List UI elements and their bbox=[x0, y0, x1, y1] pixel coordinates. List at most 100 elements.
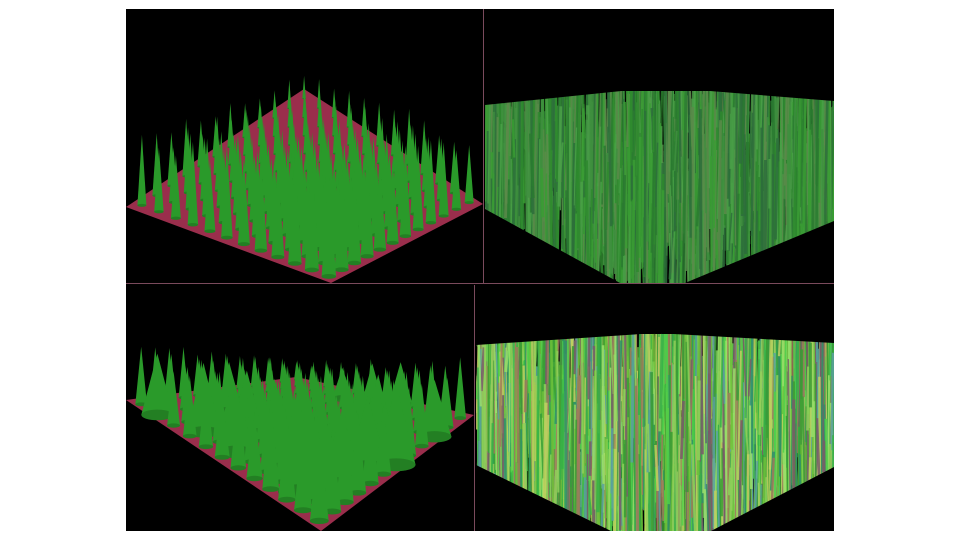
cone bbox=[464, 144, 474, 203]
grass-blade bbox=[677, 222, 681, 263]
shadow-corner bbox=[711, 467, 834, 531]
cone-base bbox=[237, 242, 250, 247]
grass-blade bbox=[523, 379, 528, 413]
grass-blade bbox=[792, 90, 797, 208]
grass-blade bbox=[703, 90, 707, 214]
grass-blade bbox=[743, 382, 745, 531]
cone bbox=[170, 155, 181, 219]
cone-base bbox=[167, 423, 181, 428]
grass-blade bbox=[597, 181, 602, 283]
cone bbox=[454, 357, 467, 419]
grass-blade bbox=[690, 444, 697, 531]
grass-blade bbox=[776, 333, 783, 477]
grass-blade bbox=[727, 467, 733, 496]
grass-blade bbox=[774, 138, 780, 240]
cone-base bbox=[373, 247, 387, 252]
cone-base bbox=[221, 235, 233, 240]
grass-blade bbox=[536, 333, 540, 504]
grass-blade bbox=[493, 333, 498, 486]
cone-base bbox=[293, 507, 313, 514]
grass-blade bbox=[665, 90, 672, 195]
cone bbox=[154, 147, 164, 212]
vertical-divider-top bbox=[483, 9, 484, 283]
grass-blade bbox=[695, 178, 702, 227]
grass-blade bbox=[643, 110, 647, 276]
cone-base bbox=[254, 248, 268, 253]
viewport-bottom-left[interactable] bbox=[126, 285, 474, 531]
cone bbox=[254, 154, 268, 251]
grass-blade bbox=[719, 135, 725, 283]
cone bbox=[336, 410, 354, 503]
grass-blade bbox=[572, 340, 577, 375]
grass-blade bbox=[671, 340, 676, 531]
grass-blade bbox=[719, 333, 724, 428]
grass-blade bbox=[720, 448, 724, 517]
cone-base bbox=[414, 443, 429, 449]
cone-base bbox=[154, 210, 164, 214]
cone bbox=[417, 379, 452, 437]
grass-blade bbox=[504, 90, 510, 219]
grass-blade bbox=[573, 90, 577, 143]
grass-blade bbox=[573, 127, 578, 206]
grass-blade bbox=[638, 136, 642, 258]
grass-blade bbox=[577, 147, 582, 283]
grass-blade bbox=[653, 90, 658, 236]
grass-blade bbox=[638, 454, 642, 531]
grass-blade bbox=[717, 120, 723, 283]
grass-blade bbox=[726, 392, 731, 523]
grass-blade bbox=[597, 90, 601, 283]
grass-blade bbox=[499, 333, 503, 447]
cone bbox=[237, 158, 250, 245]
viewport-top-right[interactable] bbox=[485, 9, 834, 283]
grass-blade bbox=[634, 333, 637, 386]
cone-base bbox=[271, 254, 285, 260]
grass-blade bbox=[500, 90, 504, 228]
grass-blade bbox=[702, 333, 705, 414]
cone-base bbox=[246, 475, 263, 482]
cone-base bbox=[438, 214, 449, 218]
cone bbox=[438, 142, 449, 217]
grass-blade bbox=[479, 347, 486, 392]
cone bbox=[293, 431, 313, 511]
grass-blade bbox=[554, 90, 559, 182]
grass-blade bbox=[761, 159, 767, 268]
viewport-bottom-right[interactable] bbox=[476, 285, 834, 531]
grass-blade bbox=[613, 333, 617, 435]
grass-blade bbox=[661, 333, 666, 435]
vertical-divider-bottom bbox=[474, 285, 475, 531]
grass-blade bbox=[532, 90, 537, 253]
cone-base bbox=[137, 203, 147, 207]
grass-blade bbox=[687, 90, 693, 238]
grass-blade bbox=[727, 204, 732, 264]
grass-blade bbox=[617, 333, 622, 530]
grass-blade bbox=[749, 111, 753, 248]
cone bbox=[271, 169, 285, 258]
cone-base bbox=[425, 220, 437, 225]
grass-blade bbox=[782, 333, 787, 453]
grass-blade bbox=[589, 90, 594, 208]
cone bbox=[204, 159, 216, 232]
grass-blade bbox=[824, 418, 829, 471]
grass-blade bbox=[616, 333, 620, 453]
cone bbox=[321, 175, 337, 277]
grass-blade bbox=[613, 229, 617, 274]
grass-blade bbox=[498, 123, 503, 235]
grass-blade bbox=[587, 333, 591, 400]
cone bbox=[412, 145, 424, 230]
grass-blade bbox=[515, 90, 518, 237]
grass-blade bbox=[546, 134, 551, 263]
grass-blade bbox=[567, 397, 571, 433]
grass-blade bbox=[556, 351, 560, 493]
sky bbox=[476, 285, 834, 345]
viewport-top-left[interactable] bbox=[126, 9, 483, 283]
grass-blade bbox=[749, 126, 753, 169]
cone bbox=[451, 150, 462, 210]
grass-blade bbox=[696, 380, 701, 461]
cone bbox=[278, 415, 296, 500]
cone bbox=[375, 404, 392, 475]
grass-blade bbox=[630, 333, 635, 463]
grass-blade bbox=[630, 90, 633, 153]
grass-blade bbox=[678, 333, 682, 395]
grass-blade bbox=[513, 333, 517, 511]
grass-blade bbox=[594, 90, 599, 263]
